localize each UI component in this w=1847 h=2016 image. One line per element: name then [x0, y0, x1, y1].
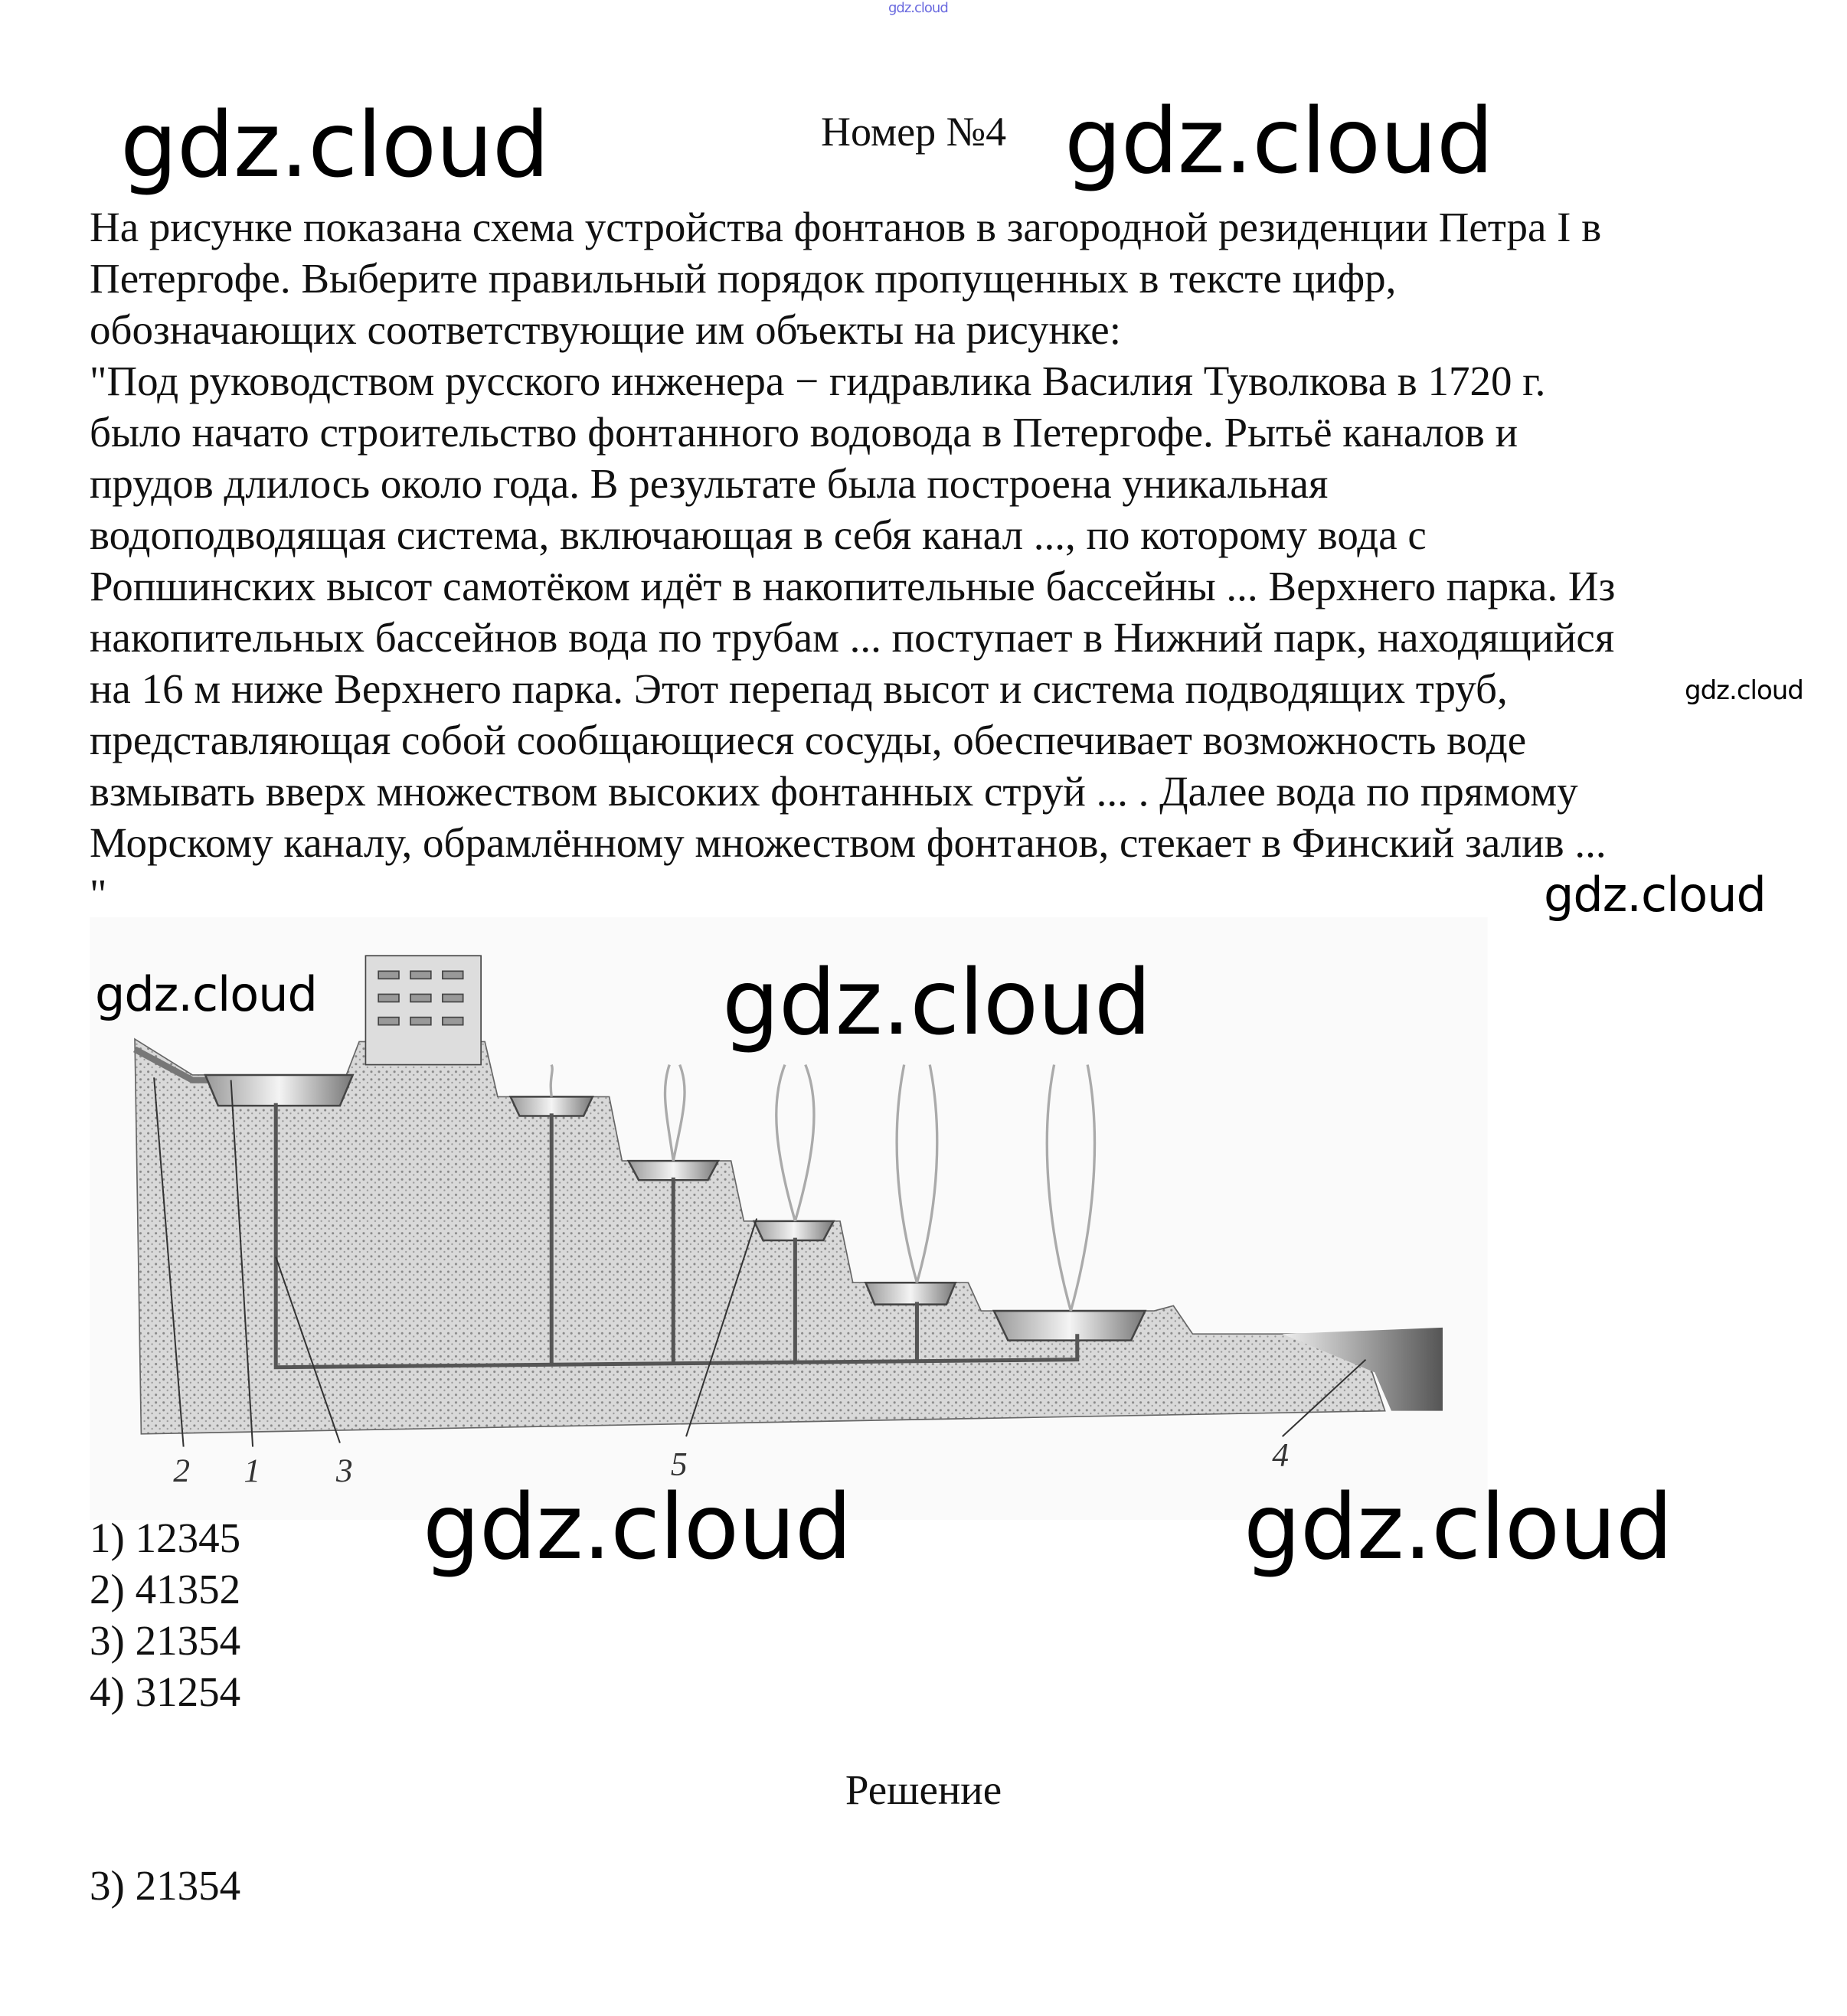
- building: [364, 955, 482, 1066]
- question-line: было начато строительство фонтанного вод…: [90, 409, 1518, 456]
- watermark-header-right: gdz.cloud: [1064, 88, 1494, 194]
- watermark-options-center: gdz.cloud: [423, 1474, 852, 1580]
- label-4: 4: [1272, 1437, 1289, 1474]
- label-5: 5: [671, 1446, 688, 1482]
- label-3: 3: [335, 1452, 353, 1489]
- watermark-figure-center: gdz.cloud: [722, 949, 1152, 1055]
- basins: [204, 1073, 1147, 1341]
- question-line: накопительных бассейнов вода по трубам .…: [90, 614, 1615, 661]
- solution-answer: 3) 21354: [90, 1862, 241, 1909]
- watermark-options-right: gdz.cloud: [1244, 1474, 1673, 1580]
- option-3: 3) 21354: [90, 1617, 241, 1664]
- watermark-header-left: gdz.cloud: [120, 92, 550, 198]
- question-line: Петергофе. Выберите правильный порядок п…: [90, 255, 1397, 302]
- question-line: обозначающих соответствующие им объекты …: [90, 306, 1121, 353]
- question-line: ": [90, 871, 107, 917]
- option-4: 4) 31254: [90, 1668, 241, 1715]
- watermark-top: gdz.cloud: [888, 0, 949, 16]
- watermark-text-small: gdz.cloud: [1685, 675, 1804, 706]
- fountain-jets: [549, 1064, 1097, 1312]
- label-2: 2: [173, 1452, 190, 1489]
- page-title: Номер №4: [821, 109, 1007, 155]
- fountain-scheme-drawing: 2 1 3 5 4: [90, 917, 1488, 1520]
- fountain-scheme-figure: 2 1 3 5 4: [90, 917, 1488, 1520]
- question-line: "Под руководством русского инженера − ги…: [90, 358, 1546, 404]
- question-line: взмывать вверх множеством высоких фонтан…: [90, 768, 1578, 815]
- pipes: [273, 1103, 1080, 1370]
- solution-heading: Решение: [845, 1766, 1002, 1813]
- question-line: На рисунке показана схема устройства фон…: [90, 204, 1602, 250]
- question-line: Ропшинских высот самотёком идёт в накопи…: [90, 563, 1616, 609]
- question-line: прудов длилось около года. В результате …: [90, 460, 1329, 507]
- question-line: представляющая собой сообщающиеся сосуды…: [90, 717, 1527, 763]
- gulf-water: [1282, 1327, 1443, 1411]
- option-1: 1) 12345: [90, 1514, 241, 1561]
- label-1: 1: [244, 1452, 260, 1489]
- leader-lines: [153, 1077, 1367, 1447]
- canal-2: [133, 1046, 208, 1083]
- question-line: на 16 м ниже Верхнего парка. Этот перепа…: [90, 665, 1508, 712]
- question-line: Морскому каналу, обрамлённому множеством…: [90, 819, 1607, 866]
- question-line: водоподводящая система, включающая в себ…: [90, 511, 1427, 558]
- watermark-text-right: gdz.cloud: [1544, 867, 1767, 923]
- watermark-figure-left: gdz.cloud: [95, 966, 318, 1022]
- option-2: 2) 41352: [90, 1566, 241, 1612]
